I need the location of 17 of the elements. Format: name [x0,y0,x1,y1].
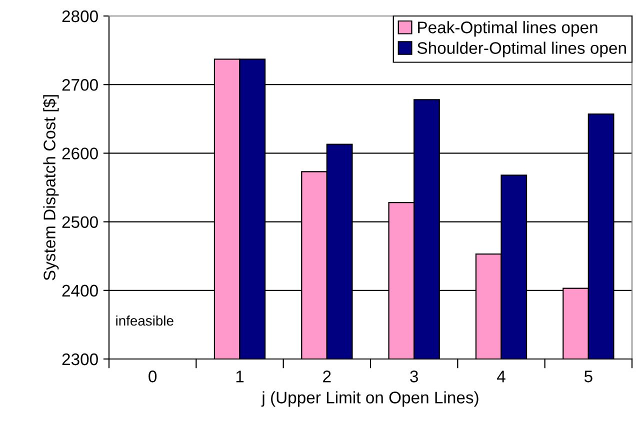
legend-label: Peak-Optimal lines open [418,21,598,37]
x-tick-label: 4 [497,370,506,382]
x-tick-label: 2 [323,370,331,382]
x-tick-label: 1 [236,370,244,382]
y-tick-label: 2800 [62,10,98,22]
annotation: infeasible [116,315,174,326]
y-tick-label: 2400 [62,284,98,297]
x-tick-label: 3 [410,370,418,382]
y-tick-label: 2700 [62,79,98,91]
x-axis-title: j (Upper Limit on Open Lines) [261,391,478,407]
x-tick-label: 5 [584,370,592,382]
legend-label: Shoulder-Optimal lines open [417,42,626,58]
y-tick-label: 2300 [62,353,98,366]
y-tick-label: 2600 [62,148,98,160]
x-tick-label: 0 [148,370,157,382]
y-tick-label: 2500 [62,216,98,228]
y-axis-title: System Dispatch Cost [$] [42,95,59,280]
